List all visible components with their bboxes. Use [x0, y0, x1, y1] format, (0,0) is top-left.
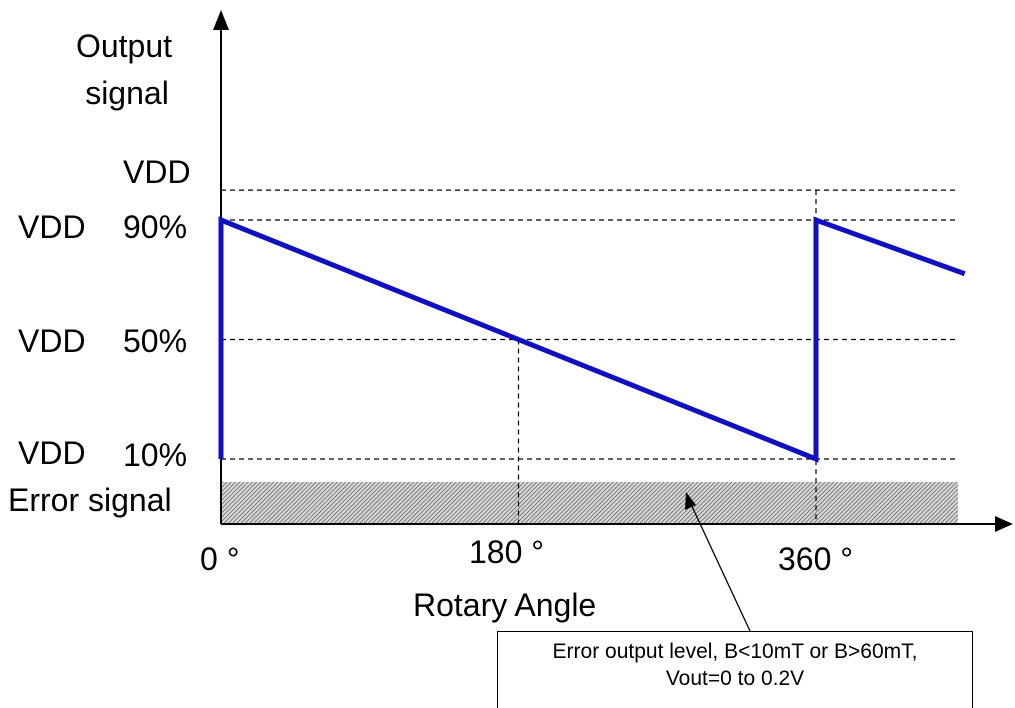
y-axis-title-line-2: signal — [85, 75, 169, 111]
x-axis-arrow — [995, 516, 1013, 532]
x-tick-180: 180 ° — [469, 534, 544, 570]
y-label-vdd: VDD — [123, 154, 191, 190]
y-label-prefix-10: VDD — [18, 435, 86, 471]
y-label-50: 50% — [123, 323, 187, 359]
callout-line-2: Vout=0 to 0.2V — [665, 667, 805, 690]
series-line-0 — [218, 216, 966, 463]
callout-arrowhead — [685, 492, 696, 510]
error-band — [221, 482, 958, 524]
y-label-90: 90% — [123, 209, 187, 245]
x-tick-360: 360 ° — [778, 541, 853, 577]
x-tick-0: 0 ° — [200, 541, 239, 577]
y-label-10: 10% — [123, 437, 187, 473]
error-level-callout: Error output level, B<10mT or B>60mT, Vo… — [497, 631, 973, 708]
x-axis-title: Rotary Angle — [413, 587, 596, 623]
callout-pointer — [688, 499, 751, 632]
y-label-prefix-90: VDD — [18, 209, 86, 245]
y-axis-title-line-1: Output — [76, 28, 172, 64]
y-label-prefix-50: VDD — [18, 323, 86, 359]
y-axis-arrow — [213, 10, 229, 30]
series-layer — [218, 216, 966, 463]
error-signal-label: Error signal — [8, 482, 172, 518]
grid-lines — [221, 189, 958, 460]
callout-line-1: Error output level, B<10mT or B>60mT, — [552, 640, 918, 663]
